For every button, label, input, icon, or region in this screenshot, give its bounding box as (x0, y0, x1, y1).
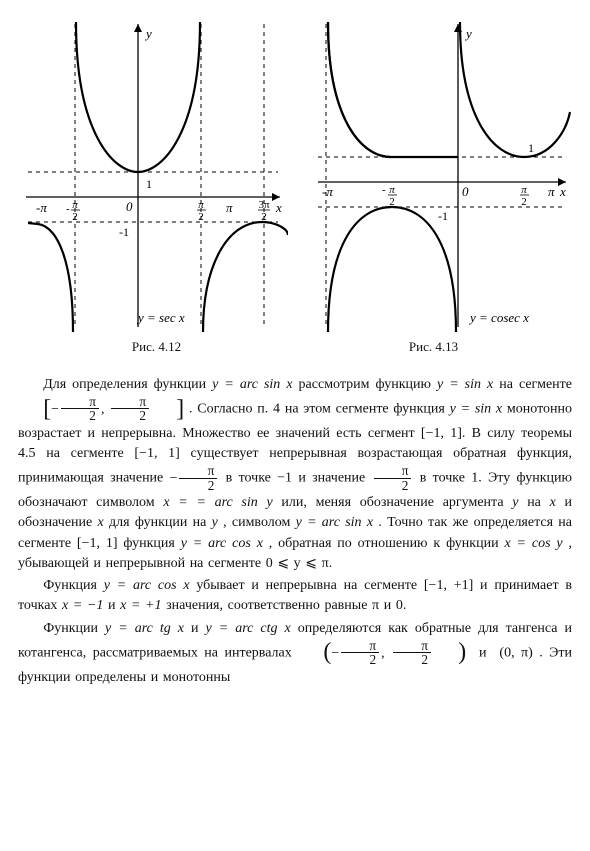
caption-right: Рис. 4.13 (409, 338, 458, 357)
interval-0-pi: (0, π) (499, 646, 532, 661)
svg-text:0: 0 (126, 199, 133, 214)
two-den: 2 (374, 479, 412, 493)
svg-text:0: 0 (462, 184, 469, 199)
svg-text:x: x (275, 200, 282, 215)
pi-over-2: π2 (374, 464, 412, 493)
svg-text:3π: 3π (258, 199, 270, 211)
svg-text:π: π (72, 199, 78, 211)
interval-minus-pi2-pi2: (−π2, π2) (298, 646, 472, 661)
t: . Согласно п. 4 на этом сегменте функция (189, 402, 450, 417)
t: на (527, 495, 549, 510)
formula-arcsiny: = arc sin y (196, 495, 272, 510)
svg-text:2: 2 (261, 211, 267, 223)
two-den: 2 (341, 653, 379, 667)
t: или, меняя обозначение аргумента (281, 495, 512, 510)
svg-text:π: π (521, 184, 527, 196)
t: рассмотрим функцию (299, 377, 437, 392)
caption-left: Рис. 4.12 (132, 338, 181, 357)
t: и (108, 598, 120, 613)
formula-arcctg: y = arc ctg x (206, 621, 291, 636)
formula-arctg: y = arc tg x (105, 621, 184, 636)
figures-row: -π - π 2 0 π 2 π 3π 2 x 1 -1 y y = sec x (18, 12, 572, 332)
pi-num: π (393, 639, 431, 653)
svg-text:-π: -π (322, 184, 333, 199)
formula-arcsinx: y = arc sin x (296, 515, 373, 530)
t: для функции на (109, 515, 212, 530)
var-y: y (512, 495, 518, 510)
var-x: x (550, 495, 556, 510)
x-plus-1: x = +1 (120, 598, 161, 613)
t: в точке −1 и значение (226, 471, 372, 486)
svg-text:y = sec x: y = sec x (136, 310, 185, 325)
paragraph-3: Функции y = arc tg x и y = arc ctg x опр… (18, 619, 572, 688)
var-x2: x (98, 515, 104, 530)
t: , обратная по отношению к функции (269, 536, 505, 551)
two-den: 2 (393, 653, 431, 667)
minus: − (331, 646, 339, 661)
svg-text:2: 2 (521, 196, 527, 208)
svg-text:π: π (198, 199, 204, 211)
formula-arcsin: y = arc sin x (212, 377, 292, 392)
svg-text:2: 2 (72, 211, 78, 223)
formula-sin: y = sin x (437, 377, 493, 392)
minus: − (51, 402, 59, 417)
pi-num: π (61, 395, 99, 409)
minus: − (170, 471, 178, 486)
svg-text:-1: -1 (438, 209, 448, 223)
figure-cosec: -π - π 2 0 π 2 π x 1 -1 y y = cosec x (310, 12, 572, 332)
two-den: 2 (111, 409, 149, 423)
pi-num: π (111, 395, 149, 409)
formula-xcosy: x = cos y (504, 536, 562, 551)
formula-arccos2: y = arc cos x (104, 578, 190, 593)
t: Для определения функции (43, 377, 212, 392)
svg-text:-1: -1 (119, 225, 129, 239)
t: , символом (223, 515, 296, 530)
x-eq: x = (163, 495, 187, 510)
svg-text:π: π (548, 184, 555, 199)
svg-text:2: 2 (198, 211, 204, 223)
svg-text:2: 2 (389, 196, 395, 208)
svg-text:1: 1 (528, 141, 534, 155)
t: на сегменте (499, 377, 572, 392)
t: Функции (43, 621, 105, 636)
t: и (191, 621, 206, 636)
two-den: 2 (61, 409, 99, 423)
formula-sin2: y = sin x (450, 402, 503, 417)
paragraph-2: Функция y = arc cos x убывает и непрерыв… (18, 576, 572, 617)
paragraph-1: Для определения функции y = arc sin x ра… (18, 375, 572, 574)
cosec-plot: -π - π 2 0 π 2 π x 1 -1 y y = cosec x (310, 12, 572, 332)
svg-text:1: 1 (146, 177, 152, 191)
t: Функция (43, 578, 104, 593)
svg-text:π: π (389, 184, 395, 196)
segment-minus-pi2-pi2: [−π2, π2] (18, 402, 189, 417)
sec-plot: -π - π 2 0 π 2 π 3π 2 x 1 -1 y y = sec x (18, 12, 288, 332)
svg-text:-π: -π (36, 200, 47, 215)
svg-text:x: x (559, 184, 566, 199)
svg-text:-: - (66, 203, 70, 215)
t: значения, соответственно равные π и 0. (166, 598, 406, 613)
figure-sec: -π - π 2 0 π 2 π 3π 2 x 1 -1 y y = sec x (18, 12, 288, 332)
svg-text:y = cosec x: y = cosec x (468, 310, 529, 325)
pi-num: π (374, 464, 412, 478)
x-minus-1: x = −1 (62, 598, 103, 613)
two-den: 2 (179, 479, 217, 493)
svg-text:y: y (144, 26, 152, 41)
svg-text:-: - (382, 184, 386, 196)
minus-pi-over-2: −π2 (170, 471, 220, 486)
pi-num: π (341, 639, 379, 653)
formula-arccosx: y = arc cos x (181, 536, 263, 551)
svg-text:π: π (226, 200, 233, 215)
figure-captions: Рис. 4.12 Рис. 4.13 (18, 338, 572, 357)
pi-num: π (179, 464, 217, 478)
svg-text:y: y (464, 26, 472, 41)
var-y2: y (212, 515, 218, 530)
